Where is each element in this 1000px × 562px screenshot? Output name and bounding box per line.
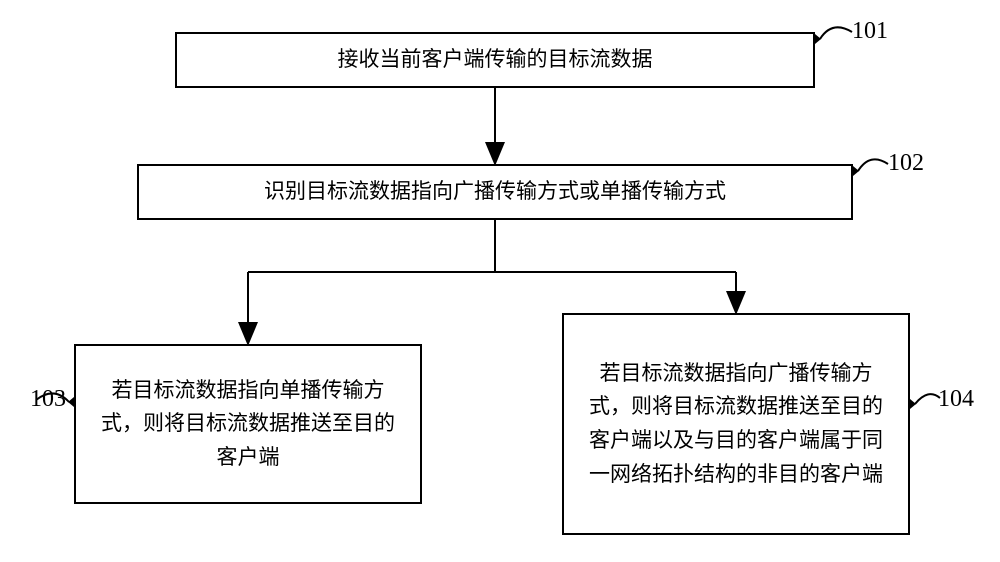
node-101: 接收当前客户端传输的目标流数据 [175,32,815,88]
node-101-text: 接收当前客户端传输的目标流数据 [338,43,653,77]
callout-notch-102 [853,166,859,176]
callout-curve-104 [915,394,940,404]
flowchart-canvas: 接收当前客户端传输的目标流数据 识别目标流数据指向广播传输方式或单播传输方式 若… [0,0,1000,562]
callout-curve-101 [820,27,852,39]
label-103: 103 [18,386,66,413]
callout-notch-104 [910,399,916,409]
label-104: 104 [938,386,974,413]
node-102-text: 识别目标流数据指向广播传输方式或单播传输方式 [264,175,726,209]
label-101: 101 [852,18,888,45]
callout-notch-101 [815,34,821,44]
node-104-text: 若目标流数据指向广播传输方式，则将目标流数据推送至目的客户端以及与目的客户端属于… [580,357,892,491]
node-104: 若目标流数据指向广播传输方式，则将目标流数据推送至目的客户端以及与目的客户端属于… [562,313,910,535]
callout-curve-102 [858,159,888,171]
node-103: 若目标流数据指向单播传输方式，则将目标流数据推送至目的客户端 [74,344,422,504]
label-102: 102 [888,150,924,177]
node-103-text: 若目标流数据指向单播传输方式，则将目标流数据推送至目的客户端 [92,374,404,475]
node-102: 识别目标流数据指向广播传输方式或单播传输方式 [137,164,853,220]
